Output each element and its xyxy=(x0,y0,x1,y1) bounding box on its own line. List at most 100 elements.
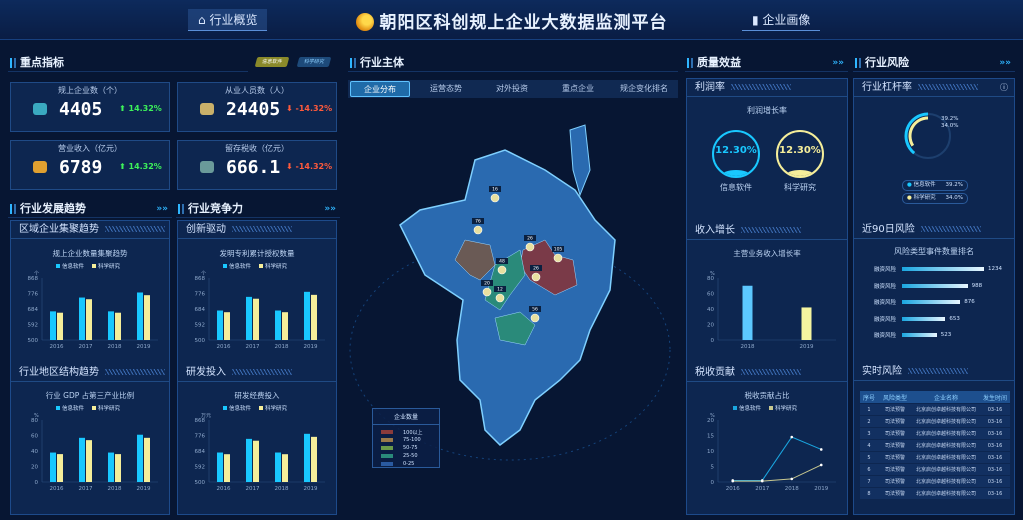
rank-bar xyxy=(902,333,937,338)
table-cell: 司法预警 xyxy=(884,491,905,497)
ring-legend-item: ● 科学研究 34.0% xyxy=(902,193,968,204)
table-cell: 北京启创卓越科技有限公司 xyxy=(915,431,976,437)
map-marker-label: 26 xyxy=(527,236,533,242)
table-header-cell: 风险类型 xyxy=(882,394,907,402)
rank-value: 523 xyxy=(940,332,952,339)
legend-swatch xyxy=(381,430,393,434)
section-risk: 行业风险 »» xyxy=(853,54,1015,72)
map-marker-label: 48 xyxy=(499,259,505,265)
section-title: 行业主体 xyxy=(360,56,404,69)
rank-label: 融资风险 xyxy=(873,333,896,340)
table-row[interactable]: 7 司法预警 北京启创卓越科技有限公司 03-16 xyxy=(860,476,1010,487)
panel-quality: 利润率 利润增长率 收入增长 税收贡献 xyxy=(686,78,848,515)
table-cell: 6 xyxy=(867,466,871,473)
nav-enterprise-profile[interactable]: ▮ 企业画像 xyxy=(742,9,821,31)
ring-legend-value: 39.2% xyxy=(945,182,963,188)
map-marker[interactable]: 16 xyxy=(489,186,501,203)
kpi-change: ⬆ 14.32% xyxy=(119,104,162,113)
table-cell: 4 xyxy=(867,442,871,449)
rank-title: 风险类型事件数量排名 xyxy=(894,247,974,256)
section-quality: 质量效益 »» xyxy=(685,54,848,72)
table-header-cell: 企业名称 xyxy=(933,394,958,402)
pin-icon xyxy=(490,193,500,203)
table-row[interactable]: 8 司法预警 北京启创卓越科技有限公司 03-16 xyxy=(860,488,1010,499)
section-title: 行业竞争力 xyxy=(188,202,243,215)
table-cell: 03-16 xyxy=(987,466,1003,473)
tab-2[interactable]: 对外投资 xyxy=(496,84,528,93)
gauge-title: 利润增长率 xyxy=(747,106,787,115)
toggle-info-software[interactable]: 信息软件 xyxy=(254,57,290,67)
map-marker[interactable]: 48 xyxy=(496,258,508,275)
chevrons-icon: »» xyxy=(999,58,1011,68)
subsection-title: 税收贡献 xyxy=(695,367,735,378)
subsection-90day-risk: 近90日风险 xyxy=(854,221,1014,239)
bar-chart-icon: ▮ xyxy=(752,13,763,27)
rank-label: 融资风险 xyxy=(873,316,896,323)
ring-legend-item: ● 信息软件 39.2% xyxy=(902,180,968,191)
section-title: 质量效益 xyxy=(697,56,741,69)
rank-value: 1234 xyxy=(988,266,1002,273)
dot-icon: ● xyxy=(907,182,914,188)
map-marker[interactable]: 12 xyxy=(494,286,506,303)
subsection-title: 行业地区结构趋势 xyxy=(19,367,99,378)
table-cell: 8 xyxy=(867,490,871,497)
chevrons-icon: »» xyxy=(324,204,336,214)
rank-bar xyxy=(902,316,946,321)
map-region xyxy=(484,249,526,311)
table-row[interactable]: 1 司法预警 北京启创卓越科技有限公司 03-16 xyxy=(860,404,1010,415)
kpi-value: 6789 xyxy=(59,157,103,178)
legend-swatch xyxy=(381,454,393,458)
tab-3[interactable]: 重点企业 xyxy=(562,84,594,93)
people-icon xyxy=(200,103,214,115)
table-row[interactable]: 5 司法预警 北京启创卓越科技有限公司 03-16 xyxy=(860,452,1010,463)
app-title: 朝阳区科创规上企业大数据监测平台 xyxy=(0,8,1023,33)
ring-legend-label: 科学研究 xyxy=(913,195,936,201)
map-marker-label: 26 xyxy=(533,266,539,272)
arrow-up-icon: ⬆ xyxy=(119,104,129,113)
table-row[interactable]: 6 司法预警 北京启创卓越科技有限公司 03-16 xyxy=(860,464,1010,475)
table-cell: 3 xyxy=(867,430,871,437)
ring-value: 34.0% xyxy=(941,123,958,129)
section-key-indicators: 重点指标 xyxy=(8,54,248,72)
subsection-rd-investment: 研发投入 xyxy=(178,364,336,382)
table-row[interactable]: 3 司法预警 北京启创卓越科技有限公司 03-16 xyxy=(860,428,1010,439)
arrow-down-icon: ⬇ xyxy=(286,162,296,171)
map-marker[interactable]: 105 xyxy=(552,246,564,263)
dot-icon: ● xyxy=(907,195,914,201)
map-marker[interactable]: 76 xyxy=(472,218,484,235)
section-industry-trend: 行业发展趋势 »» xyxy=(8,200,172,218)
info-icon[interactable]: ⓘ xyxy=(1000,83,1008,92)
map-region xyxy=(494,311,536,346)
legend-label: 100以上 xyxy=(403,429,423,436)
tab-1[interactable]: 运营态势 xyxy=(430,84,462,93)
nav-industry-overview[interactable]: ⌂ 行业概览 xyxy=(188,9,268,31)
district-map: 16 76 26 105 48 26 20 12 56 xyxy=(349,124,671,461)
map-marker-label: 105 xyxy=(554,247,563,253)
gauge-label: 信息软件 xyxy=(720,183,752,192)
rank-bar xyxy=(902,267,984,272)
gauge-label: 科学研究 xyxy=(784,183,816,192)
subsection-title: 利润率 xyxy=(695,82,725,93)
map-marker-label: 20 xyxy=(484,281,490,287)
table-cell: 北京启创卓越科技有限公司 xyxy=(915,419,976,425)
toggle-science-research[interactable]: 科学研究 xyxy=(296,57,332,67)
legend-item: 100以上 xyxy=(373,428,439,436)
table-row[interactable]: 4 司法预警 北京启创卓越科技有限公司 03-16 xyxy=(860,440,1010,451)
map-marker[interactable]: 26 xyxy=(524,235,536,252)
pin-icon xyxy=(497,265,507,275)
table-row[interactable]: 2 司法预警 北京启创卓越科技有限公司 03-16 xyxy=(860,416,1010,427)
legend-swatch xyxy=(381,446,393,450)
kpi-label: 留存税收（亿元） xyxy=(225,144,289,153)
legend-item: 25-50 xyxy=(373,452,439,460)
table-cell: 司法预警 xyxy=(884,431,905,437)
tab-0[interactable]: 企业分布 xyxy=(350,81,410,97)
map-marker[interactable]: 26 xyxy=(530,265,542,282)
table-cell: 7 xyxy=(867,478,871,485)
table-cell: 司法预警 xyxy=(884,455,905,461)
ring-arc xyxy=(908,116,929,147)
map-marker[interactable]: 20 xyxy=(481,280,493,297)
map-marker[interactable]: 56 xyxy=(529,306,541,323)
tab-4[interactable]: 规企变化排名 xyxy=(620,84,668,93)
map-halo xyxy=(349,239,671,461)
subsection-income: 收入增长 xyxy=(687,222,847,240)
